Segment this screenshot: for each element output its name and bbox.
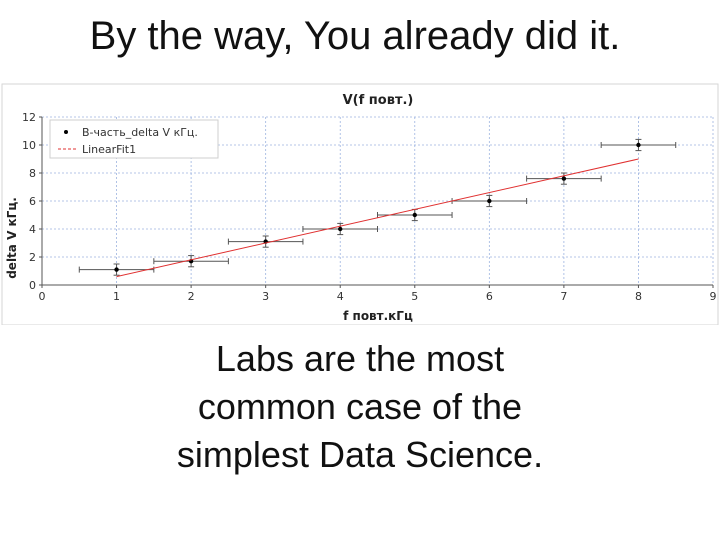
caption-line-1: Labs are the most	[215, 338, 505, 379]
x-axis-label: f повт.кГц	[343, 309, 413, 323]
legend-entry-fit: LinearFit1	[82, 143, 136, 156]
legend: B-часть_delta V кГц. LinearFit1	[49, 119, 219, 159]
x-tick-label: 0	[39, 290, 46, 303]
y-tick-label: 2	[29, 251, 36, 264]
legend-box	[49, 119, 219, 159]
data-point	[412, 212, 417, 218]
data-point	[636, 142, 641, 148]
chart-title: V(f повт.)	[343, 93, 414, 108]
y-tick-label: 8	[29, 167, 36, 180]
x-tick-label: 9	[710, 290, 717, 303]
y-tick-label: 10	[22, 139, 36, 152]
x-tick-label: 6	[486, 290, 493, 303]
linear-fit-line	[116, 158, 639, 278]
y-axis-label: delta V кГц.	[5, 197, 19, 279]
x-tick-label: 5	[411, 290, 418, 303]
legend-point-marker	[64, 130, 68, 134]
data-point	[338, 226, 343, 232]
x-tick-label: 7	[560, 290, 567, 303]
data-point	[487, 198, 492, 204]
caption-line-2: common case of the	[197, 386, 523, 427]
slide-title: By the way, You already did it.	[89, 14, 621, 58]
caption-line-3: simplest Data Science.	[176, 434, 544, 475]
y-tick-label: 0	[29, 279, 36, 292]
x-tick-label: 4	[337, 290, 344, 303]
y-tick-label: 12	[22, 111, 36, 124]
data-point	[561, 176, 567, 181]
legend-entry-points: B-часть_delta V кГц.	[82, 126, 198, 139]
y-tick-label: 6	[29, 195, 36, 208]
x-tick-label: 8	[635, 290, 642, 303]
x-tick-label: 3	[262, 290, 269, 303]
x-tick-label: 1	[113, 290, 120, 303]
x-tick-label: 2	[188, 290, 195, 303]
data-point	[114, 267, 119, 272]
data-series	[78, 138, 677, 278]
axes	[39, 116, 714, 288]
y-tick-label: 4	[29, 223, 36, 236]
slide-caption: Labs are the most common case of the sim…	[100, 335, 620, 479]
